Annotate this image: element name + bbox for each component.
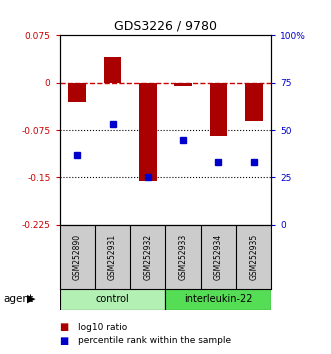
Bar <box>104 57 121 83</box>
Text: control: control <box>96 294 129 304</box>
Text: GSM252932: GSM252932 <box>143 234 152 280</box>
Bar <box>60 289 166 310</box>
Text: agent: agent <box>3 294 33 304</box>
Text: percentile rank within the sample: percentile rank within the sample <box>78 336 231 345</box>
Text: GSM252931: GSM252931 <box>108 234 117 280</box>
Text: ▶: ▶ <box>27 294 36 304</box>
Bar <box>245 83 262 121</box>
Bar <box>174 83 192 86</box>
Text: GSM252890: GSM252890 <box>73 234 82 280</box>
Text: interleukin-22: interleukin-22 <box>184 294 253 304</box>
Bar <box>166 289 271 310</box>
Bar <box>210 83 227 136</box>
Text: GSM252933: GSM252933 <box>179 234 188 280</box>
Bar <box>139 83 157 181</box>
Bar <box>69 83 86 102</box>
Text: ■: ■ <box>60 322 69 332</box>
Text: GSM252935: GSM252935 <box>249 234 258 280</box>
Title: GDS3226 / 9780: GDS3226 / 9780 <box>114 20 217 33</box>
Text: ■: ■ <box>60 336 69 346</box>
Text: log10 ratio: log10 ratio <box>78 323 127 332</box>
Text: GSM252934: GSM252934 <box>214 234 223 280</box>
